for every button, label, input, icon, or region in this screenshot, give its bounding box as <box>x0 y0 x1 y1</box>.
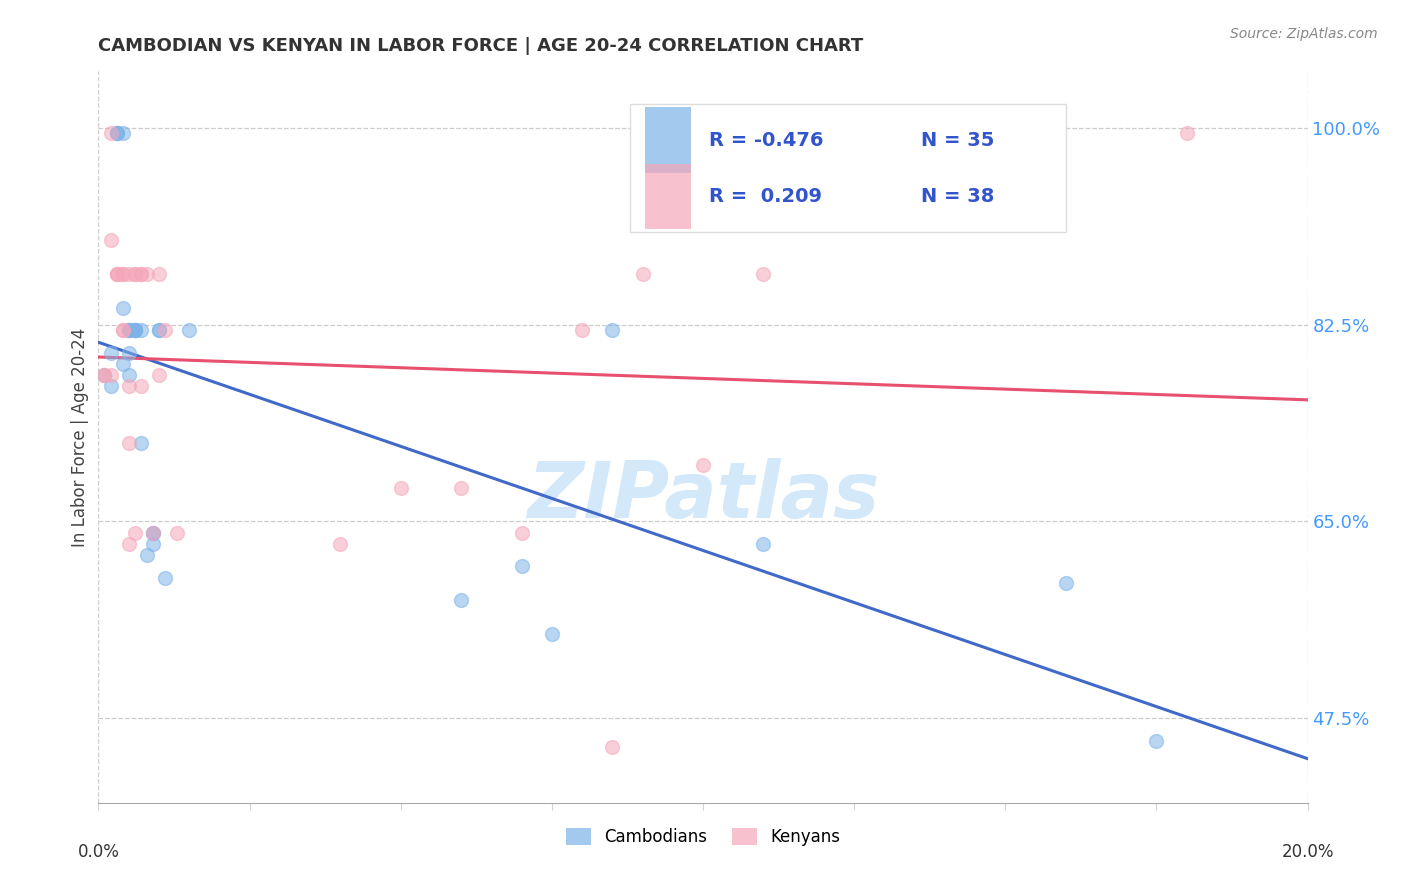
Point <box>129 267 152 281</box>
Point <box>602 739 624 754</box>
Point <box>124 323 146 337</box>
Point <box>118 368 141 383</box>
Point <box>93 368 115 383</box>
Point <box>752 537 775 551</box>
Point <box>124 267 146 281</box>
Point <box>105 267 128 281</box>
Point <box>105 126 128 140</box>
Point <box>118 379 141 393</box>
Point <box>142 525 165 540</box>
Text: 20.0%: 20.0% <box>1281 843 1334 861</box>
Point <box>100 368 122 383</box>
Point <box>692 458 714 473</box>
Text: R =  0.209: R = 0.209 <box>709 187 823 206</box>
FancyBboxPatch shape <box>630 104 1066 232</box>
Point <box>124 323 146 337</box>
Point <box>631 267 654 281</box>
Point <box>111 357 134 371</box>
Point <box>1054 576 1077 591</box>
Point <box>100 233 122 247</box>
Point <box>142 537 165 551</box>
Point <box>118 323 141 337</box>
Point <box>329 537 352 551</box>
Point <box>540 627 562 641</box>
Point <box>135 548 157 562</box>
Point <box>179 323 201 337</box>
Point <box>389 481 412 495</box>
Point <box>510 525 533 540</box>
Point <box>148 267 170 281</box>
Text: CAMBODIAN VS KENYAN IN LABOR FORCE | AGE 20-24 CORRELATION CHART: CAMBODIAN VS KENYAN IN LABOR FORCE | AGE… <box>98 37 863 54</box>
Point <box>118 537 141 551</box>
Text: 0.0%: 0.0% <box>77 843 120 861</box>
Point <box>118 323 141 337</box>
Legend: Cambodians, Kenyans: Cambodians, Kenyans <box>560 822 846 853</box>
Point <box>105 126 128 140</box>
Point <box>153 571 176 585</box>
Point <box>1144 734 1167 748</box>
Point <box>148 368 170 383</box>
Point <box>100 345 122 359</box>
Point <box>93 368 115 383</box>
Point <box>129 267 152 281</box>
Point <box>129 323 152 337</box>
Point <box>111 301 134 315</box>
Text: N = 35: N = 35 <box>921 130 994 150</box>
Point <box>129 379 152 393</box>
Point <box>118 435 141 450</box>
Point <box>450 481 472 495</box>
Point <box>129 435 152 450</box>
Point <box>135 267 157 281</box>
Point <box>752 267 775 281</box>
Text: Source: ZipAtlas.com: Source: ZipAtlas.com <box>1230 27 1378 41</box>
Point <box>124 525 146 540</box>
Point <box>142 525 165 540</box>
Point <box>118 345 141 359</box>
Point <box>118 267 141 281</box>
Point <box>166 525 188 540</box>
Point <box>100 126 122 140</box>
Point <box>142 525 165 540</box>
Point <box>148 323 170 337</box>
Point <box>105 267 128 281</box>
Point <box>450 593 472 607</box>
Point <box>510 559 533 574</box>
Point <box>93 368 115 383</box>
Point <box>111 323 134 337</box>
Point <box>124 267 146 281</box>
Text: ZIPatlas: ZIPatlas <box>527 458 879 533</box>
Point <box>111 126 134 140</box>
Point <box>153 323 176 337</box>
Text: R = -0.476: R = -0.476 <box>709 130 824 150</box>
Point <box>124 323 146 337</box>
Y-axis label: In Labor Force | Age 20-24: In Labor Force | Age 20-24 <box>70 327 89 547</box>
Point <box>571 323 593 337</box>
Point <box>118 323 141 337</box>
Bar <box>645 163 690 229</box>
Point <box>148 323 170 337</box>
Point <box>111 323 134 337</box>
Point <box>111 267 134 281</box>
Point <box>111 267 134 281</box>
Text: N = 38: N = 38 <box>921 187 994 206</box>
Point <box>1175 126 1198 140</box>
Point <box>124 323 146 337</box>
Point <box>105 126 128 140</box>
Point <box>105 267 128 281</box>
Point <box>602 323 624 337</box>
Bar <box>645 107 690 173</box>
Point <box>100 379 122 393</box>
